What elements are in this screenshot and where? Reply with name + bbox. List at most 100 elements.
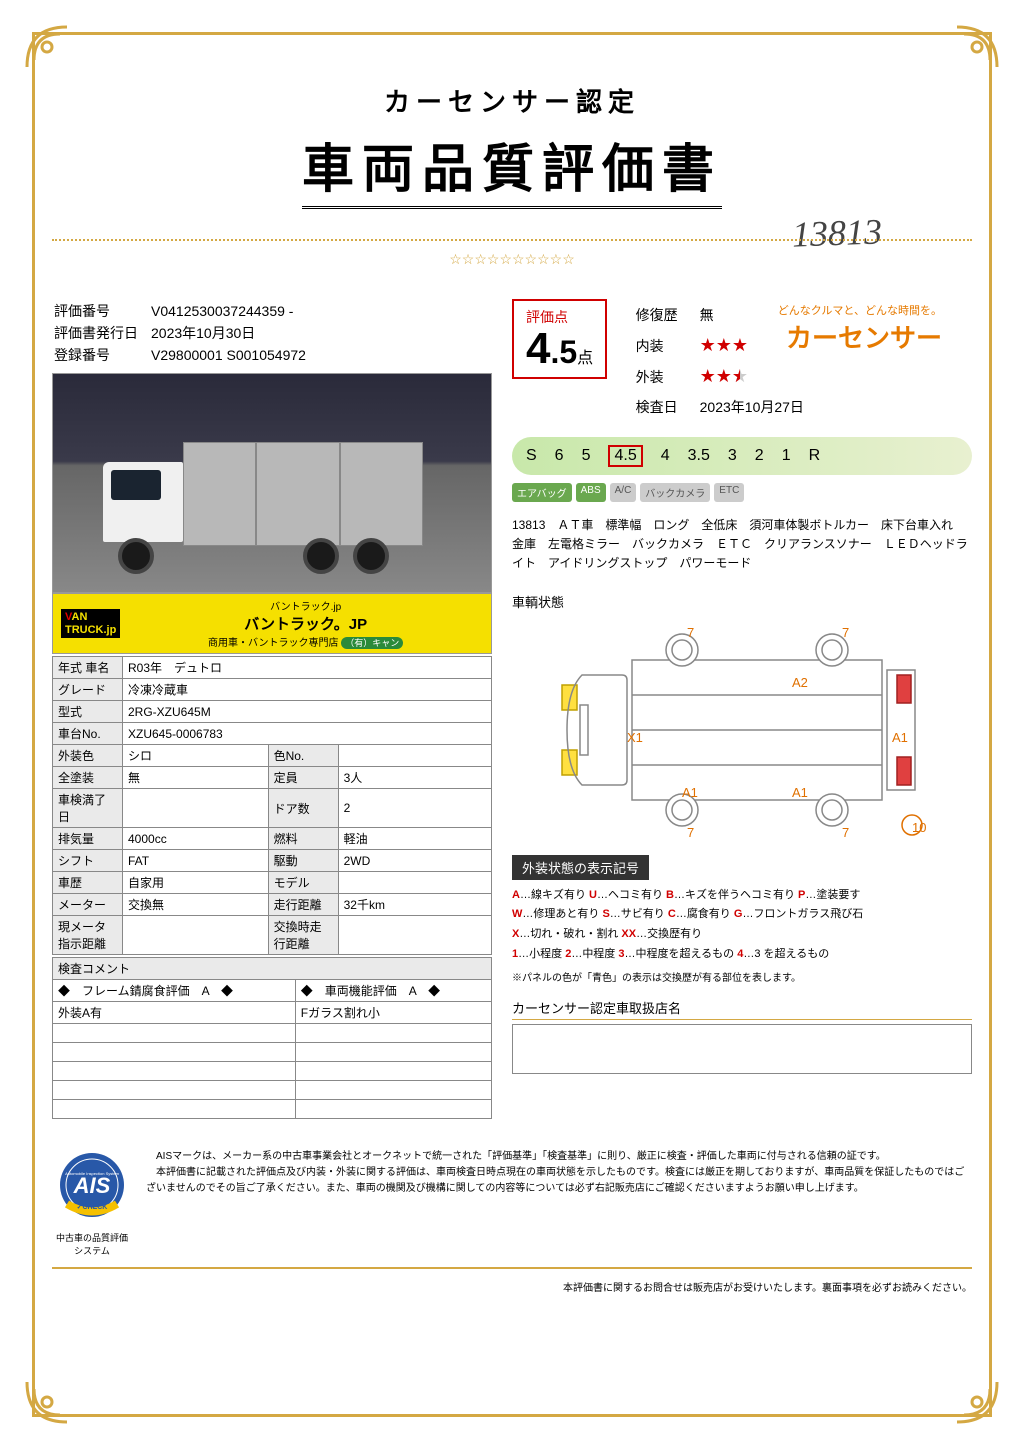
vehicle-photo (52, 373, 492, 593)
spec-val: R03年 デュトロ (123, 657, 492, 679)
grade-item: 6 (555, 447, 564, 465)
spec-val2 (338, 872, 491, 894)
brand-logo-block: どんなクルマと、どんな時間を。 カーセンサー (778, 302, 942, 355)
divider (52, 239, 972, 241)
damage-label: 10 (912, 820, 926, 835)
spec-key2: 色No. (268, 745, 338, 767)
grade-item: 3.5 (688, 447, 710, 465)
spec-key: 車台No. (53, 723, 123, 745)
eval-no-label: 評価番号 (54, 301, 149, 321)
spec-key: 外装色 (53, 745, 123, 767)
exterior-label: 外装 (626, 362, 688, 391)
spec-val: 4000cc (123, 828, 269, 850)
damage-label: A1 (892, 730, 908, 745)
grade-item: 2 (755, 447, 764, 465)
svg-text:AIS: AIS (73, 1173, 111, 1198)
vehicle-diagram: 77A2X1A1A1A17710 (512, 615, 942, 845)
feature-badge: エアバッグ (512, 483, 572, 502)
spec-table: 年式 車名R03年 デュトログレード冷凍冷蔵車型式2RG-XZU645M車台No… (52, 656, 492, 955)
damage-label: A1 (682, 785, 698, 800)
vantruck-logo: VANTRUCK.jp (61, 609, 120, 637)
spec-key2: 走行距離 (268, 894, 338, 916)
spec-key: 車検満了日 (53, 789, 123, 828)
func-eval: ◆ 車両機能評価 A ◆ (295, 980, 491, 1002)
brand-logo: カーセンサー (778, 318, 942, 355)
glass-note: Fガラス割れ小 (295, 1002, 491, 1024)
feature-badge: ABS (576, 483, 606, 502)
inspect-date: 2023年10月27日 (690, 393, 814, 421)
header-subtitle: カーセンサー認定 (52, 82, 972, 119)
dealer-header: カーセンサー認定車取扱店名 (512, 998, 972, 1020)
dealer-banner: VANTRUCK.jp バントラック.jp バントラック。JP 商用車・バントラ… (52, 593, 492, 654)
comment-label: 検査コメント (53, 958, 492, 980)
inspection-comment-table: 検査コメント ◆ フレーム錆腐食評価 A ◆◆ 車両機能評価 A ◆ 外装A有F… (52, 957, 492, 1119)
spec-val2 (338, 745, 491, 767)
spec-key2: 燃料 (268, 828, 338, 850)
spec-key: 車歴 (53, 872, 123, 894)
grade-item: 1 (782, 447, 791, 465)
damage-label: X1 (627, 730, 643, 745)
spec-val: 2RG-XZU645M (123, 701, 492, 723)
spec-val: シロ (123, 745, 269, 767)
legend-header: 外装状態の表示記号 (512, 855, 649, 880)
footer-divider (52, 1267, 972, 1275)
score-big: 4 (526, 324, 550, 373)
banner-main: バントラック。JP (128, 613, 483, 634)
spec-val (123, 916, 269, 955)
legend-body: A…線キズ有り U…ヘコミ有り B…キズを伴うヘコミ有り P…塗装要すW…修理あ… (512, 886, 972, 965)
feature-badge: ETC (714, 483, 744, 502)
exterior-stars: ★★★★ (690, 362, 814, 391)
ext-note: 外装A有 (53, 1002, 296, 1024)
spec-key: メーター (53, 894, 123, 916)
grade-item: R (809, 447, 821, 465)
spec-val2 (338, 916, 491, 955)
spec-val2: 3人 (338, 767, 491, 789)
feature-badge: バックカメラ (640, 483, 710, 502)
grade-item: 4.5 (608, 445, 642, 467)
header-title: 車両品質評価書 (302, 127, 722, 209)
spec-key2: モデル (268, 872, 338, 894)
handwritten-number: 13813 (791, 210, 882, 255)
feature-badges: エアバッグABSA/CバックカメラETC (512, 483, 972, 502)
ais-disclaimer: AISマークは、メーカー系の中古車事業会社とオークネットで統一された「評価基準」… (146, 1149, 972, 1197)
damage-label: A2 (792, 675, 808, 690)
damage-label: A1 (792, 785, 808, 800)
spec-val2: 32千km (338, 894, 491, 916)
ais-caption: 中古車の品質評価システム (52, 1231, 132, 1257)
svg-text:Automobile Inspection System: Automobile Inspection System (65, 1171, 119, 1176)
ais-badge: AIS ✓CHECK Automobile Inspection System (52, 1149, 132, 1229)
spec-val: FAT (123, 850, 269, 872)
spec-key: 排気量 (53, 828, 123, 850)
grade-item: 4 (661, 447, 670, 465)
issue-date: 2023年10月30日 (151, 323, 306, 343)
spec-key: 年式 車名 (53, 657, 123, 679)
spec-key2: 定員 (268, 767, 338, 789)
grade-scale: S654.543.5321R (512, 437, 972, 475)
eval-info-table: 評価番号V0412530037244359 - 評価書発行日2023年10月30… (52, 299, 308, 367)
vehicle-description: 13813 ＡＴ車 標準幅 ロング 全低床 須河車体製ボトルカー 床下台車入れ … (512, 516, 972, 574)
interior-label: 内装 (626, 331, 688, 360)
inspect-label: 検査日 (626, 393, 688, 421)
grade-item: S (526, 447, 537, 465)
spec-key2: 駆動 (268, 850, 338, 872)
damage-label: 7 (687, 825, 694, 840)
corner-ornament-tr (952, 22, 1002, 72)
spec-val: 自家用 (123, 872, 269, 894)
footer-text: 本評価書に関するお問合せは販売店がお受けいたします。裏面事項を必ずお読みください… (52, 1279, 972, 1294)
spec-val: XZU645-0006783 (123, 723, 492, 745)
legend-note: ※パネルの色が「青色」の表示は交換歴が有る部位を表します。 (512, 969, 972, 984)
diagram-title: 車輌状態 (512, 592, 972, 611)
frame-eval: ◆ フレーム錆腐食評価 A ◆ (53, 980, 296, 1002)
eval-no: V0412530037244359 - (151, 301, 306, 321)
star-divider: ☆☆☆☆☆☆☆☆☆☆ (441, 251, 583, 268)
score-box: 評価点 4.5点 (512, 299, 607, 379)
spec-val2: 2WD (338, 850, 491, 872)
corner-ornament-bl (22, 1377, 72, 1427)
spec-key: シフト (53, 850, 123, 872)
spec-key: 現メータ指示距離 (53, 916, 123, 955)
corner-ornament-tl (22, 22, 72, 72)
feature-badge: A/C (610, 483, 637, 502)
spec-val: 冷凍冷蔵車 (123, 679, 492, 701)
banner-sub: 商用車・バントラック専門店 (208, 638, 339, 649)
spec-val (123, 789, 269, 828)
